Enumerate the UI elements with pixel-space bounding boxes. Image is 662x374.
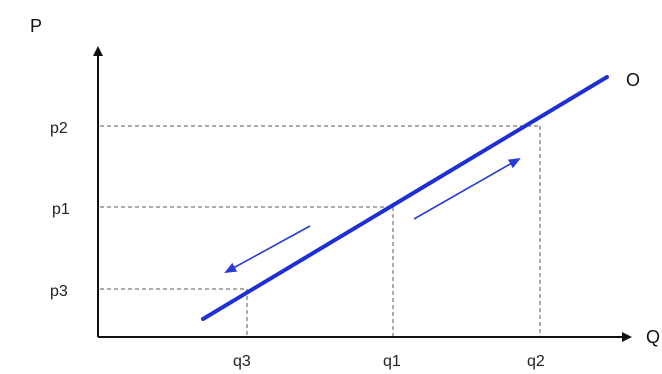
- price-label-p1: p1: [52, 201, 70, 218]
- quantity-label-q1: q1: [383, 353, 401, 370]
- y-axis-label: P: [30, 16, 42, 36]
- quantity-label-q2: q2: [527, 353, 545, 370]
- price-label-p2: p2: [50, 120, 68, 137]
- movement-up-arrow: [413, 158, 521, 220]
- x-axis-label: Q: [646, 327, 660, 347]
- quantity-label-q3: q3: [233, 353, 251, 370]
- supply-curve-label: O: [626, 70, 640, 90]
- price-label-p3: p3: [50, 283, 68, 300]
- movement-down-arrow: [224, 225, 311, 273]
- supply-curve: [201, 75, 609, 321]
